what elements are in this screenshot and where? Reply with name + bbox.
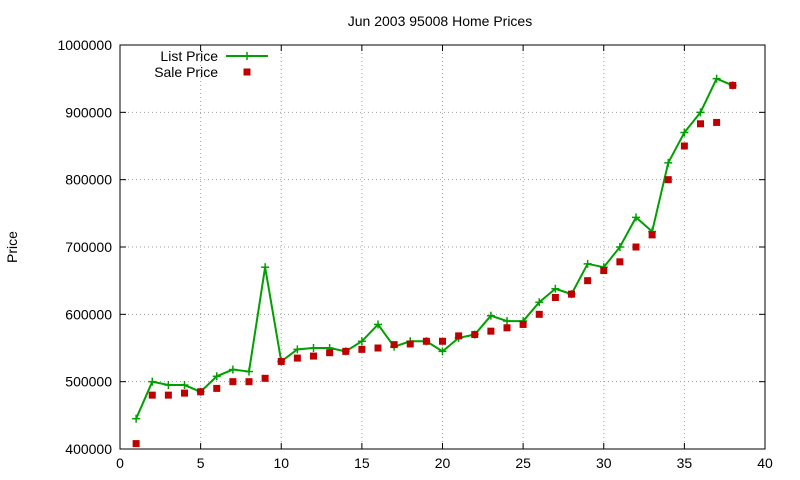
- y-tick-label: 400000: [65, 441, 112, 457]
- sale-price-point: [680, 142, 688, 150]
- sale-price-point: [584, 277, 592, 285]
- x-tick-label: 25: [515, 455, 531, 471]
- sale-price-point: [390, 341, 398, 349]
- sale-price-point: [422, 337, 430, 345]
- sale-price-point: [277, 357, 285, 365]
- sale-price-point: [600, 267, 608, 275]
- legend-square-marker: [243, 68, 251, 76]
- sale-price-point: [455, 332, 463, 340]
- list-price-point: [535, 298, 544, 307]
- list-price-point: [212, 372, 221, 381]
- list-price-point: [309, 344, 318, 352]
- sale-price-point: [310, 352, 317, 360]
- list-price-point: [132, 414, 141, 423]
- sale-price-point: [519, 320, 527, 328]
- sale-price-point: [729, 81, 737, 89]
- list-price-point: [503, 317, 511, 326]
- sale-price-point: [213, 384, 221, 392]
- x-tick-label: 15: [354, 455, 370, 471]
- list-price-point: [245, 367, 253, 376]
- grid: [120, 45, 765, 449]
- list-price-point: [374, 320, 382, 329]
- list-price-point: [164, 381, 173, 390]
- y-tick-label: 900000: [65, 104, 112, 120]
- legend-plus-marker: [243, 52, 251, 60]
- y-tick-label: 600000: [65, 306, 112, 322]
- sale-price-point: [551, 294, 559, 301]
- sale-price-point: [374, 344, 382, 352]
- y-tick-label: 700000: [65, 239, 112, 255]
- sale-price-point: [664, 176, 672, 184]
- chart-title: Jun 2003 95008 Home Prices: [348, 13, 532, 29]
- list-price-point: [583, 259, 592, 268]
- y-tick-label: 500000: [65, 374, 112, 390]
- sale-price-point: [293, 354, 301, 362]
- list-price-point: [696, 108, 705, 117]
- sale-price-point: [439, 337, 446, 345]
- series-sale-price: [132, 81, 737, 448]
- list-price-point: [293, 345, 302, 354]
- sale-price-point: [164, 391, 172, 399]
- list-price-point: [486, 311, 495, 320]
- sale-price-point: [503, 324, 511, 332]
- sale-price-point: [487, 327, 495, 335]
- x-tick-label: 5: [197, 455, 205, 471]
- y-tick-label: 1000000: [57, 37, 112, 53]
- sale-price-point: [326, 349, 334, 357]
- sale-price-point: [132, 440, 140, 448]
- plot-area: [132, 74, 737, 448]
- sale-price-point: [406, 340, 414, 348]
- list-price-point: [228, 365, 237, 374]
- list-price-point: [664, 158, 673, 167]
- sale-price-point: [616, 258, 624, 266]
- list-price-point: [615, 243, 624, 251]
- list-price-point: [680, 128, 689, 137]
- series-list-price: [132, 74, 737, 423]
- x-tick-label: 30: [596, 455, 612, 471]
- legend-label: List Price: [160, 48, 218, 64]
- x-tick-label: 40: [757, 455, 773, 471]
- list-price-line: [135, 77, 734, 420]
- plot-frame: [119, 44, 766, 450]
- list-price-point: [357, 337, 366, 346]
- sale-price-point: [229, 378, 237, 386]
- sale-price-point: [197, 388, 205, 396]
- sale-price-point: [697, 120, 704, 128]
- list-price-point: [261, 263, 270, 272]
- y-axis-label: Price: [4, 231, 20, 263]
- legend-label: Sale Price: [154, 64, 218, 80]
- sale-price-point: [568, 290, 575, 298]
- sale-price-point: [358, 345, 366, 353]
- sale-price-point: [245, 378, 253, 386]
- list-price-point: [438, 347, 447, 356]
- y-tick-label: 800000: [65, 172, 112, 188]
- sale-price-point: [648, 231, 656, 239]
- x-tick-label: 0: [116, 455, 124, 471]
- sale-price-point: [535, 310, 543, 318]
- x-tick-label: 10: [273, 455, 289, 471]
- axes: 400000 500000 600000 700000 800000 900000 1000…: [57, 37, 773, 471]
- sale-price-point: [181, 389, 188, 397]
- sale-price-point: [632, 243, 640, 251]
- sale-price-point: [342, 347, 350, 355]
- sale-price-point: [261, 374, 269, 382]
- list-price-point: [148, 377, 157, 386]
- list-price-point: [551, 284, 560, 293]
- list-price-point: [632, 213, 640, 222]
- sale-price-point: [713, 118, 721, 126]
- x-tick-label: 35: [677, 455, 693, 471]
- x-tick-label: 20: [435, 455, 451, 471]
- list-price-point: [180, 381, 189, 390]
- list-price-point: [712, 74, 721, 83]
- sale-price-point: [471, 331, 479, 339]
- sale-price-point: [148, 391, 156, 399]
